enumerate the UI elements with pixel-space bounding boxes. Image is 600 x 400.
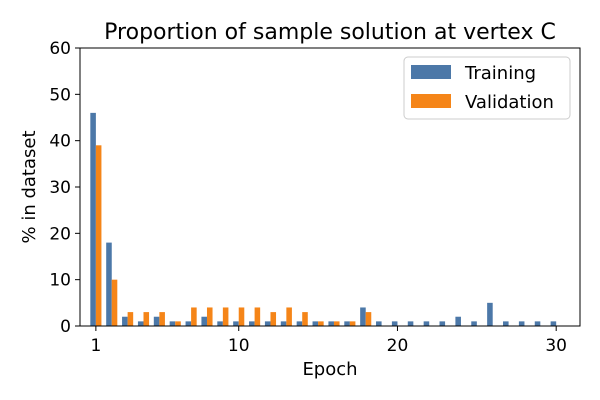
bar-training-6 — [169, 321, 176, 326]
bars-group — [90, 112, 557, 327]
bar-training-19 — [376, 321, 382, 326]
bar-training-21 — [407, 321, 414, 326]
bar-training-26 — [487, 302, 493, 326]
bar-validation-13 — [286, 307, 292, 326]
bar-validation-16 — [333, 321, 340, 326]
y-tick-label-20: 20 — [49, 224, 71, 244]
bar-training-7 — [185, 321, 192, 326]
bar-training-1 — [90, 112, 96, 327]
y-tick-label-50: 50 — [49, 85, 71, 105]
bar-training-20 — [391, 321, 398, 326]
bar-validation-5 — [159, 312, 165, 326]
bar-training-27 — [503, 321, 509, 326]
bar-training-5 — [153, 316, 160, 326]
bar-validation-15 — [318, 321, 324, 326]
x-axis-label: Epoch — [302, 359, 357, 380]
bar-training-22 — [423, 321, 430, 326]
bar-training-14 — [296, 321, 303, 326]
x-tick-label-1: 1 — [90, 336, 101, 356]
x-tick-label-20: 20 — [387, 336, 409, 356]
x-tick-label-30: 30 — [545, 336, 567, 356]
bar-training-15 — [312, 321, 319, 326]
bar-validation-8 — [206, 307, 213, 326]
bar-training-23 — [439, 321, 446, 326]
bar-validation-18 — [365, 312, 372, 326]
bar-training-17 — [344, 321, 350, 326]
chart-title: Proportion of sample solution at vertex … — [104, 20, 556, 45]
bar-training-10 — [233, 321, 239, 326]
bar-training-8 — [201, 316, 207, 326]
bar-training-13 — [280, 321, 287, 326]
legend-label-training: Training — [464, 63, 536, 84]
y-tick-label-40: 40 — [49, 132, 71, 152]
bar-training-11 — [249, 321, 255, 326]
bar-training-2 — [106, 242, 112, 326]
bar-training-25 — [471, 321, 477, 326]
bar-validation-11 — [254, 307, 261, 326]
legend: Training Validation — [403, 56, 571, 120]
y-tick-label-30: 30 — [49, 178, 71, 198]
bar-validation-1 — [95, 145, 102, 326]
bar-validation-12 — [270, 312, 277, 326]
bar-validation-2 — [111, 279, 118, 326]
x-tick-label-10: 10 — [228, 336, 250, 356]
bar-training-16 — [328, 321, 334, 326]
bar-validation-3 — [127, 312, 134, 326]
y-axis: 0 10 20 30 40 50 60 — [49, 39, 80, 337]
plot-frame — [79, 47, 581, 327]
bar-validation-6 — [175, 321, 181, 326]
bar-validation-9 — [222, 307, 229, 326]
y-tick-label-60: 60 — [49, 39, 71, 59]
y-tick-label-0: 0 — [60, 317, 71, 337]
bar-training-24 — [455, 316, 461, 326]
bar-validation-14 — [302, 312, 308, 326]
legend-swatch-validation — [411, 94, 451, 108]
bar-validation-17 — [349, 321, 356, 326]
bar-validation-4 — [143, 312, 150, 326]
x-axis: 1 10 20 30 — [90, 326, 567, 356]
bar-training-9 — [217, 321, 223, 326]
y-tick-label-10: 10 — [49, 271, 71, 291]
bar-training-18 — [360, 307, 366, 326]
bar-training-3 — [122, 316, 128, 326]
legend-label-validation: Validation — [465, 92, 554, 113]
bar-training-28 — [518, 321, 525, 326]
bar-validation-7 — [191, 307, 197, 326]
bar-training-30 — [550, 321, 557, 326]
y-axis-label: % in dataset — [19, 130, 40, 243]
legend-swatch-training — [411, 65, 451, 79]
bar-training-29 — [534, 321, 541, 326]
bar-training-4 — [137, 321, 144, 326]
bar-validation-10 — [238, 307, 245, 326]
bar-training-12 — [264, 321, 271, 326]
